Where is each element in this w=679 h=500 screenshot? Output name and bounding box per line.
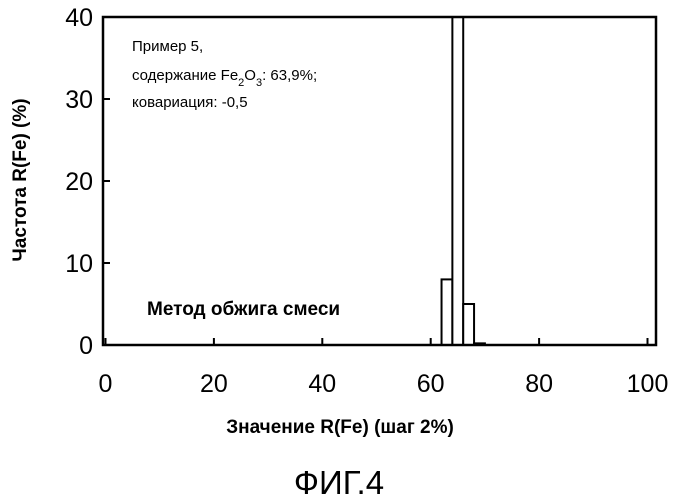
axis-ticks: 0 20 40 60 80 100 0 10 20 30 40 — [65, 4, 668, 398]
sample-title: Пример 5, — [132, 38, 203, 55]
y-tick-label: 20 — [65, 168, 93, 196]
method-label: Метод обжига смеси — [147, 299, 340, 320]
x-tick-label: 80 — [525, 370, 553, 398]
y-tick-label: 30 — [65, 86, 93, 114]
histogram-bar-1 — [452, 17, 463, 345]
y-tick-label: 40 — [65, 4, 93, 32]
figure-caption: ФИГ.4 — [294, 464, 384, 500]
y-axis-title: Частота R(Fe) (%) — [10, 98, 31, 261]
histogram-bars — [442, 17, 485, 345]
covariation-label: ковариация: -0,5 — [132, 94, 248, 111]
x-tick-label: 100 — [627, 370, 669, 398]
histogram-bar-2 — [463, 304, 474, 345]
sample-content: содержание Fe2O3: 63,9%; — [132, 67, 317, 89]
x-tick-label: 0 — [99, 370, 113, 398]
x-tick-label: 20 — [200, 370, 228, 398]
x-axis-title: Значение R(Fe) (шаг 2%) — [226, 417, 454, 438]
y-tick-label: 0 — [79, 332, 93, 360]
histogram-bar-0 — [442, 279, 453, 345]
y-tick-label: 10 — [65, 250, 93, 278]
x-tick-label: 60 — [417, 370, 445, 398]
x-tick-label: 40 — [308, 370, 336, 398]
